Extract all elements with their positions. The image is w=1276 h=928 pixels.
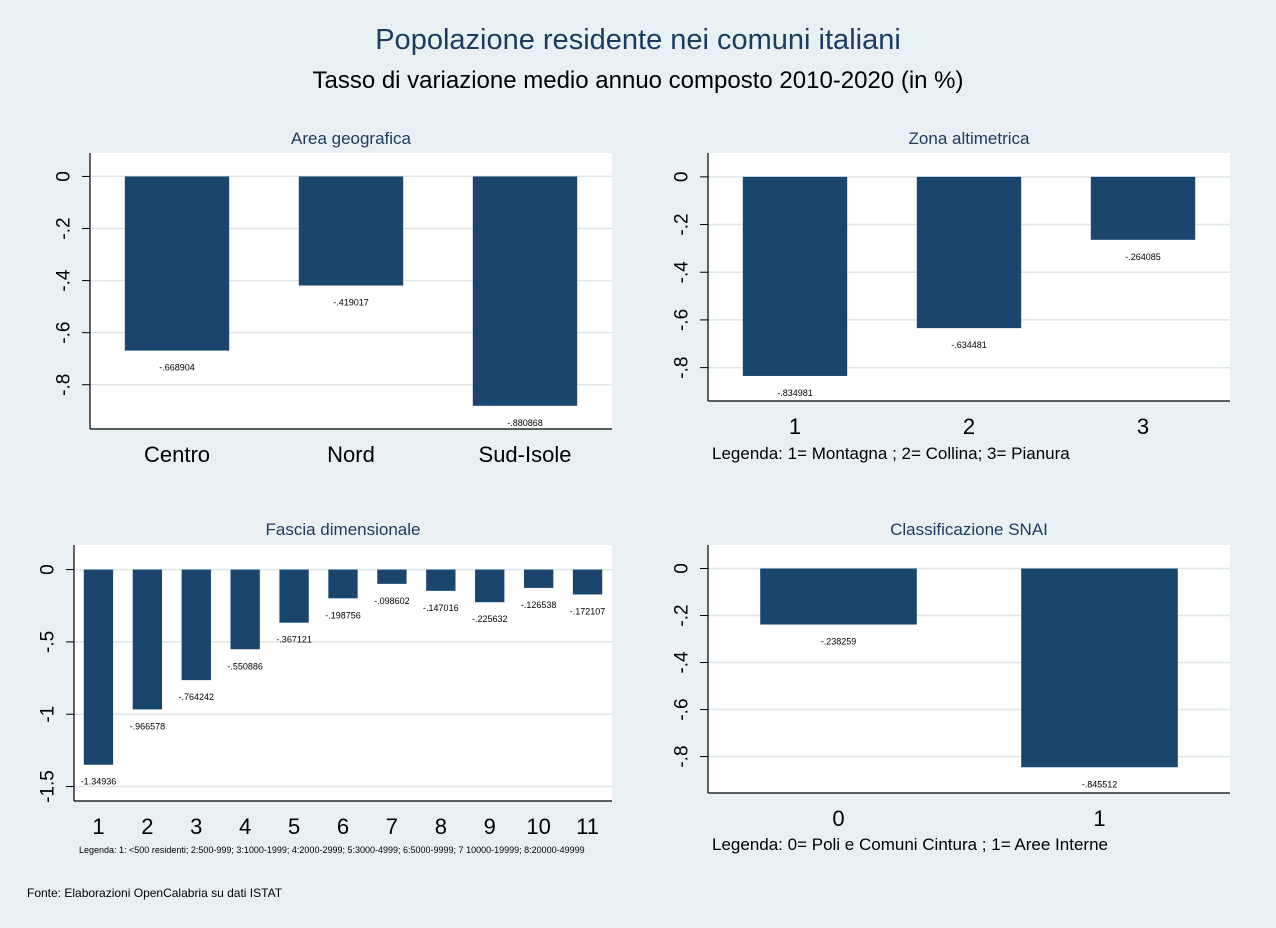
y-tick-label: 0: [672, 172, 693, 183]
y-tick-label: -.8: [672, 745, 693, 767]
bar-3: [181, 569, 211, 681]
value-label: -.238259: [821, 637, 857, 647]
legend-zona-altimetrica: Legenda: 1= Montagna ; 2= Collina; 3= Pi…: [712, 444, 1070, 463]
y-tick-label: -1: [38, 706, 59, 723]
y-tick-label: 0: [672, 563, 693, 574]
y-tick-label: -.6: [672, 698, 693, 720]
bar-5: [279, 569, 309, 623]
panel-title-fascia-dimensionale: Fascia dimensionale: [265, 520, 421, 539]
x-category-label: 1: [789, 414, 801, 439]
y-tick-label: 0: [54, 171, 75, 182]
legend-fascia-dimensionale: Legenda: 1: <500 residenti; 2:500-999; 3…: [79, 845, 585, 855]
value-label: -.264085: [1125, 252, 1161, 262]
y-tick-label: -.2: [672, 604, 693, 626]
y-tick-label: -.2: [672, 213, 693, 235]
x-category-label: 4: [239, 814, 251, 839]
y-tick-label: -.6: [54, 322, 75, 344]
x-category-label: 0: [832, 806, 844, 831]
x-category-label: 1: [92, 814, 104, 839]
bar-0: [760, 568, 917, 625]
bar-chart-classificazione-snai: 0 -.2 -.4 -.6 -.8 -.238259 0 -.845512 1: [672, 545, 1230, 831]
source-footer: Fonte: Elaborazioni OpenCalabria su dati…: [27, 886, 283, 900]
x-category-label: 3: [190, 814, 202, 839]
x-category-label: 7: [386, 814, 398, 839]
panel-title-zona-altimetrica: Zona altimetrica: [908, 129, 1030, 148]
value-label: -.367121: [276, 635, 312, 645]
value-label: -.126538: [521, 600, 557, 610]
value-label: -.172107: [570, 606, 606, 616]
y-tick-label: -.8: [672, 357, 693, 379]
x-category-label: 5: [288, 814, 300, 839]
x-category-label: 2: [963, 414, 975, 439]
x-category-label: 9: [484, 814, 496, 839]
x-category-label: Centro: [144, 442, 210, 467]
x-category-label: Sud-Isole: [479, 442, 572, 467]
y-tick-label: -1.5: [38, 770, 59, 803]
y-tick-label: -.4: [54, 269, 75, 292]
value-label: -.550886: [227, 661, 263, 671]
bar-Sud-Isole: [472, 176, 578, 406]
panel-title-area-geografica: Area geografica: [290, 129, 412, 148]
bar-3: [1090, 176, 1196, 240]
panel-title-classificazione-snai: Classificazione SNAI: [890, 520, 1048, 539]
x-category-label: 11: [576, 814, 599, 839]
bar-4: [230, 569, 260, 650]
value-label: -.880868: [507, 418, 543, 428]
bar-9: [475, 569, 505, 603]
x-category-label: Nord: [327, 442, 375, 467]
x-category-label: 2: [141, 814, 153, 839]
chart-subtitle: Tasso di variazione medio annuo composto…: [312, 67, 964, 94]
legend-classificazione-snai: Legenda: 0= Poli e Comuni Cintura ; 1= A…: [712, 835, 1108, 854]
x-category-label: 1: [1093, 806, 1105, 831]
bar-Nord: [298, 176, 404, 286]
bar-2: [916, 176, 1022, 329]
y-tick-label: -.5: [38, 631, 59, 653]
bar-8: [426, 569, 456, 591]
value-label: -.668904: [159, 363, 195, 373]
bar-11: [572, 569, 603, 595]
value-label: -.845512: [1082, 779, 1118, 789]
value-label: -.419017: [333, 298, 369, 308]
x-category-label: 8: [435, 814, 447, 839]
bar-10: [523, 569, 554, 588]
bar-2: [132, 569, 163, 710]
bar-1: [83, 569, 114, 765]
x-category-label: 6: [337, 814, 349, 839]
y-tick-label: -.8: [54, 374, 75, 396]
x-category-label: 3: [1137, 414, 1149, 439]
bar-chart-fascia-dimensionale: 0 -.5 -1 -1.5 -1.34936 1 -.966578 2 -.764242 3 -.5…: [38, 545, 612, 839]
value-label: -.225632: [472, 614, 508, 624]
bar-1: [742, 176, 848, 376]
bar-7: [377, 569, 407, 584]
y-tick-label: -.4: [672, 651, 693, 674]
x-category-label: 10: [526, 814, 550, 839]
value-label: -.764242: [179, 692, 215, 702]
value-label: -.966578: [130, 721, 166, 731]
value-label: -.198756: [325, 610, 361, 620]
y-tick-label: -.2: [54, 217, 75, 239]
value-label: -.834981: [777, 388, 813, 398]
y-tick-label: -.4: [672, 261, 693, 284]
y-tick-label: -.6: [672, 309, 693, 331]
value-label: -1.34936: [81, 777, 117, 787]
bar-Centro: [124, 176, 230, 351]
y-tick-label: 0: [38, 564, 59, 575]
bar-1: [1021, 568, 1178, 768]
value-label: -.634481: [951, 340, 987, 350]
chart-title: Popolazione residente nei comuni italian…: [375, 24, 901, 56]
bar-chart-zona-altimetrica: 0 -.2 -.4 -.6 -.8 -.834981 1 -.634481 2 -.264085 3: [672, 153, 1230, 439]
bar-6: [328, 569, 358, 599]
value-label: -.147016: [423, 603, 459, 613]
value-label: -.098602: [374, 596, 410, 606]
bar-chart-area-geografica: 0 -.2 -.4 -.6 -.8 -.668904 Centro -.419017 Nord -…: [54, 153, 612, 467]
